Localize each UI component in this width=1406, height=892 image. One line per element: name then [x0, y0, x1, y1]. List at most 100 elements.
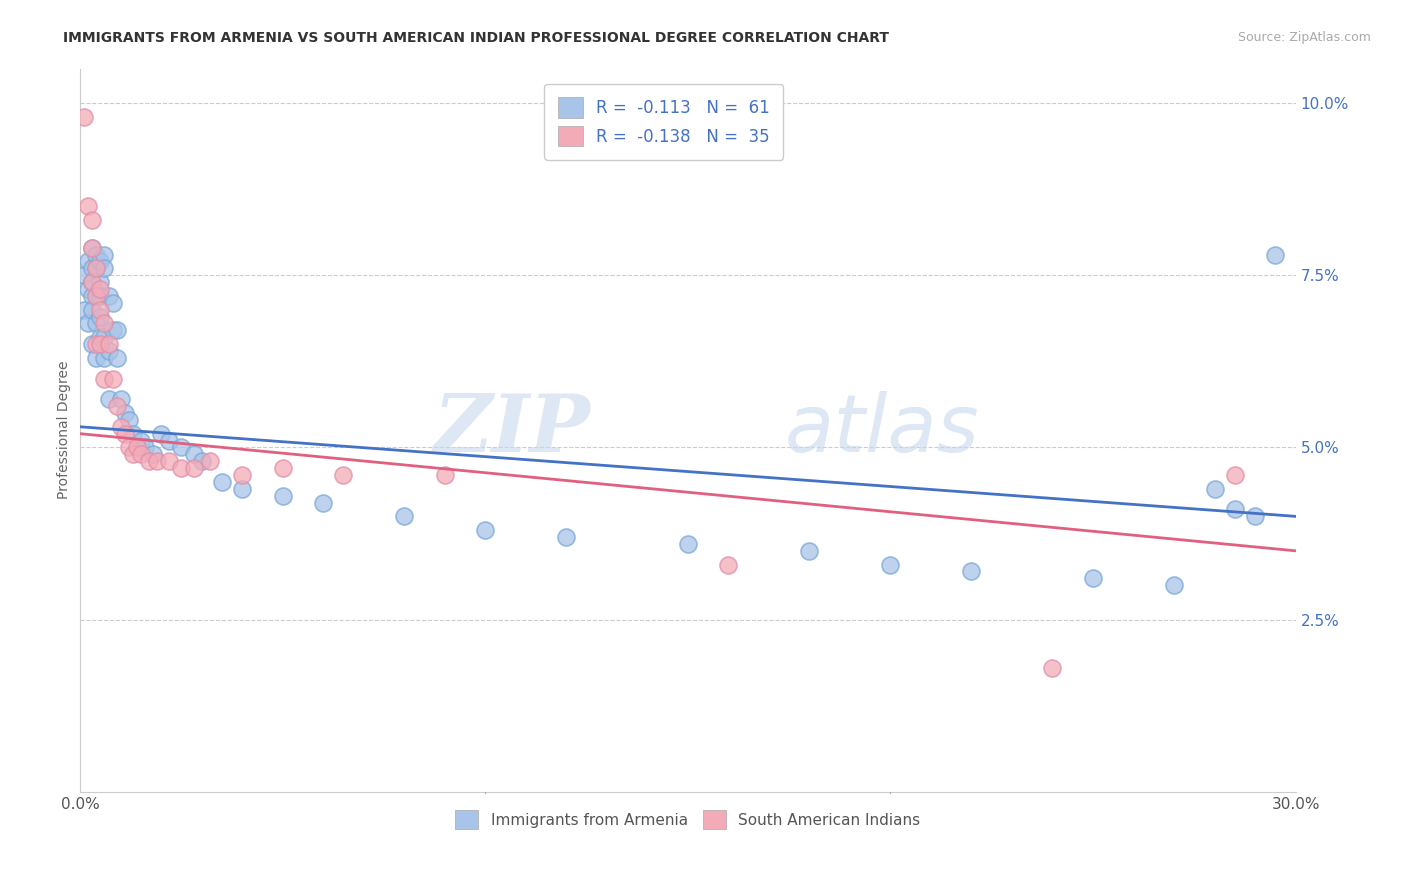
Point [121, 426, 143, 441]
Point [73, 302, 96, 317]
Point [86, 289, 108, 303]
Point [97, 344, 120, 359]
Point [150, 426, 173, 441]
Point [211, 475, 233, 489]
Point [97, 337, 120, 351]
Point [89, 282, 111, 296]
Point [183, 461, 205, 475]
Point [73, 268, 96, 283]
Legend: Immigrants from Armenia, South American Indians: Immigrants from Armenia, South American … [450, 804, 927, 835]
Point [134, 441, 156, 455]
Point [146, 454, 169, 468]
Point [1204, 482, 1226, 496]
Point [89, 289, 111, 303]
Text: ZIP: ZIP [434, 392, 591, 469]
Point [86, 317, 108, 331]
Point [93, 261, 115, 276]
Point [332, 468, 354, 483]
Point [82, 241, 104, 255]
Point [101, 323, 124, 337]
Point [77, 282, 100, 296]
Point [1163, 578, 1185, 592]
Point [82, 337, 104, 351]
Point [717, 558, 740, 572]
Point [676, 537, 699, 551]
Point [77, 199, 100, 213]
Point [93, 351, 115, 365]
Point [73, 110, 96, 124]
Point [474, 523, 496, 537]
Point [110, 419, 132, 434]
Point [1081, 571, 1104, 585]
Point [142, 447, 165, 461]
Point [170, 441, 193, 455]
Point [1244, 509, 1267, 524]
Point [89, 302, 111, 317]
Point [138, 454, 160, 468]
Point [97, 289, 120, 303]
Text: atlas: atlas [785, 392, 980, 469]
Point [89, 337, 111, 351]
Point [93, 247, 115, 261]
Point [183, 447, 205, 461]
Point [86, 351, 108, 365]
Point [799, 544, 821, 558]
Point [157, 434, 180, 448]
Point [1223, 502, 1246, 516]
Point [105, 351, 128, 365]
Point [118, 441, 141, 455]
Point [190, 454, 212, 468]
Point [114, 406, 136, 420]
Point [231, 482, 253, 496]
Point [82, 275, 104, 289]
Point [1223, 468, 1246, 483]
Point [77, 317, 100, 331]
Point [86, 337, 108, 351]
Y-axis label: Professional Degree: Professional Degree [58, 361, 72, 500]
Point [89, 254, 111, 268]
Point [394, 509, 416, 524]
Point [129, 447, 152, 461]
Point [93, 317, 115, 331]
Point [86, 289, 108, 303]
Point [555, 530, 578, 544]
Point [114, 426, 136, 441]
Point [89, 275, 111, 289]
Point [118, 413, 141, 427]
Point [231, 468, 253, 483]
Point [77, 254, 100, 268]
Point [110, 392, 132, 407]
Point [101, 295, 124, 310]
Point [82, 289, 104, 303]
Point [82, 261, 104, 276]
Point [97, 392, 120, 407]
Point [960, 565, 983, 579]
Text: Source: ZipAtlas.com: Source: ZipAtlas.com [1237, 31, 1371, 45]
Point [105, 399, 128, 413]
Text: IMMIGRANTS FROM ARMENIA VS SOUTH AMERICAN INDIAN PROFESSIONAL DEGREE CORRELATION: IMMIGRANTS FROM ARMENIA VS SOUTH AMERICA… [63, 31, 889, 45]
Point [1264, 247, 1286, 261]
Point [101, 371, 124, 385]
Point [198, 454, 221, 468]
Point [879, 558, 901, 572]
Point [82, 213, 104, 227]
Point [86, 261, 108, 276]
Point [86, 247, 108, 261]
Point [82, 241, 104, 255]
Point [271, 489, 294, 503]
Point [121, 447, 143, 461]
Point [157, 454, 180, 468]
Point [312, 495, 335, 509]
Point [1042, 661, 1064, 675]
Point [433, 468, 456, 483]
Point [125, 441, 148, 455]
Point [271, 461, 294, 475]
Point [105, 323, 128, 337]
Point [89, 310, 111, 324]
Point [82, 302, 104, 317]
Point [93, 330, 115, 344]
Point [93, 371, 115, 385]
Point [82, 275, 104, 289]
Point [86, 261, 108, 276]
Point [89, 330, 111, 344]
